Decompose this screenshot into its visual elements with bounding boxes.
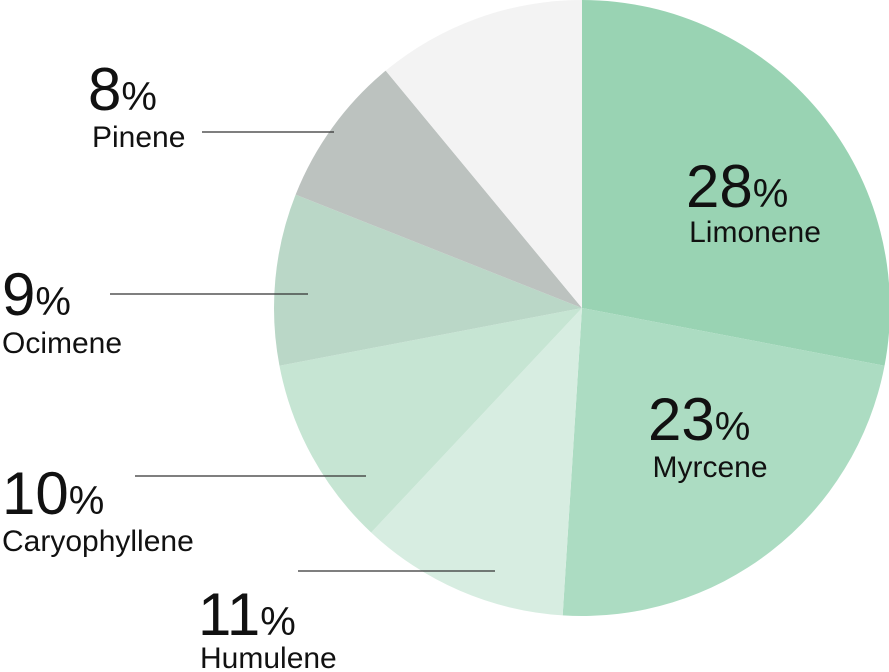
value-unit-limonene: % [753,172,789,216]
value-number-pinene: 8 [88,56,121,123]
value-number-ocimene: 9 [2,261,35,328]
pie-slice-other [385,0,582,308]
value-unit-myrcene: % [715,405,751,449]
pie-slice-humulene [371,308,582,616]
category-label-humulene: Humulene [200,642,337,672]
category-label-myrcene: Myrcene [652,451,767,484]
category-label-ocimene: Ocimene [2,327,122,360]
pie-slices [274,0,889,616]
value-number-limonene: 28 [686,153,753,220]
value-label-ocimene: 9% [2,261,71,328]
value-unit-humulene: % [260,600,296,644]
pie-labels: 28%Limonene23%Myrcene11%Humulene10%Caryo… [2,56,821,672]
value-number-humulene: 11 [198,581,260,648]
category-label-limonene: Limonene [689,216,821,249]
category-label-pinene: Pinene [92,121,185,154]
value-label-limonene: 28% [686,153,788,220]
pie-slice-myrcene [562,308,885,616]
value-label-pinene: 8% [88,56,157,123]
pie-slice-limonene [582,0,889,366]
value-unit-caryophyllene: % [69,479,105,523]
value-number-myrcene: 23 [648,386,715,453]
pie-slice-pinene [295,70,582,309]
value-unit-ocimene: % [35,280,71,324]
value-label-myrcene: 23% [648,386,750,453]
value-label-humulene: 11% [198,581,296,648]
pie-slice-ocimene [274,194,582,366]
value-label-caryophyllene: 10% [2,460,104,527]
value-unit-pinene: % [121,75,157,119]
value-number-caryophyllene: 10 [2,460,69,527]
category-label-caryophyllene: Caryophyllene [2,525,194,558]
